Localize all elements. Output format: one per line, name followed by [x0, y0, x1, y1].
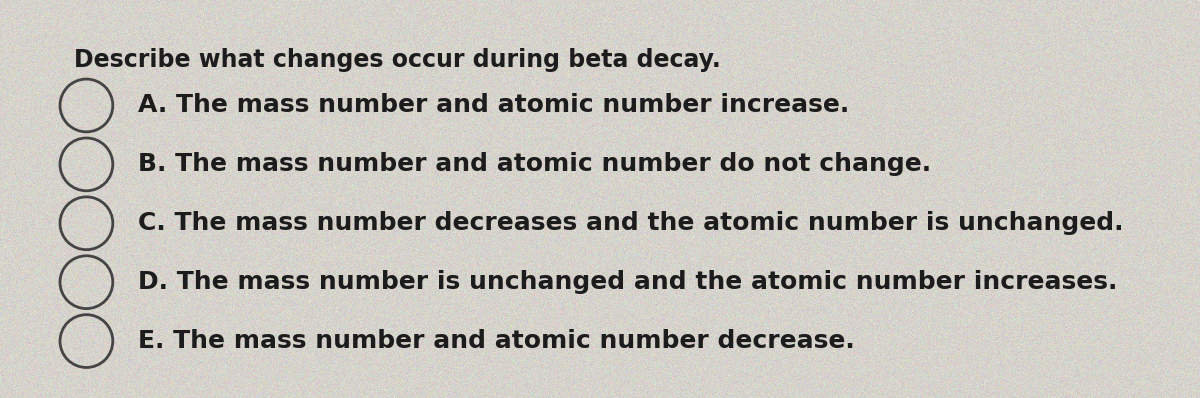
Text: Describe what changes occur during beta decay.: Describe what changes occur during beta … — [74, 48, 721, 72]
Text: C. The mass number decreases and the atomic number is unchanged.: C. The mass number decreases and the ato… — [138, 211, 1123, 235]
Text: E. The mass number and atomic number decrease.: E. The mass number and atomic number dec… — [138, 329, 854, 353]
Text: D. The mass number is unchanged and the atomic number increases.: D. The mass number is unchanged and the … — [138, 270, 1117, 294]
Text: B. The mass number and atomic number do not change.: B. The mass number and atomic number do … — [138, 152, 931, 176]
Text: A. The mass number and atomic number increase.: A. The mass number and atomic number inc… — [138, 94, 850, 117]
